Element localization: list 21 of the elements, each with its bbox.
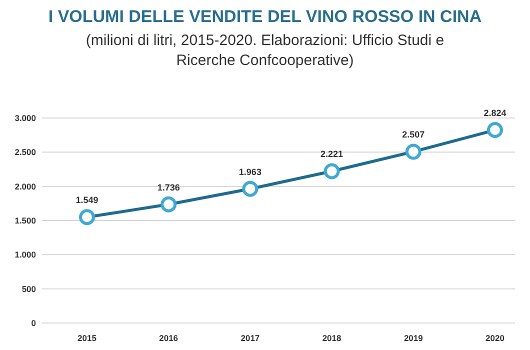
x-tick-label: 2020	[486, 333, 505, 343]
x-tick-label: 2016	[159, 333, 178, 343]
data-label: 1.963	[238, 166, 262, 177]
data-label: 2.221	[320, 149, 344, 160]
y-tick-label: 500	[22, 284, 36, 294]
x-tick-label: 2019	[404, 333, 424, 343]
y-tick-label: 2.500	[14, 147, 36, 158]
data-label: 1.549	[76, 195, 98, 206]
data-label: 1.736	[157, 182, 180, 192]
data-label: 2.507	[402, 130, 425, 140]
y-tick-label: 2.000	[14, 181, 36, 192]
x-tick-label: 2018	[322, 333, 342, 343]
x-tick-label: 2015	[78, 333, 97, 343]
x-tick-label: 2017	[240, 333, 260, 343]
y-tick-label: 1.000	[14, 250, 36, 260]
y-tick-label: 0	[31, 318, 36, 328]
chart-title: I VOLUMI DELLE VENDITE DEL VINO ROSSO IN CINA	[48, 7, 482, 26]
chart-subtitle: (milioni di litri, 2015-2020. Elaborazioni: Ufficio Studi e Ricerche Confcooperative)	[86, 32, 444, 69]
y-tick-label: 3.000	[14, 113, 36, 123]
y-tick-label: 1.500	[14, 216, 36, 226]
data-label: 2.824	[484, 108, 506, 118]
